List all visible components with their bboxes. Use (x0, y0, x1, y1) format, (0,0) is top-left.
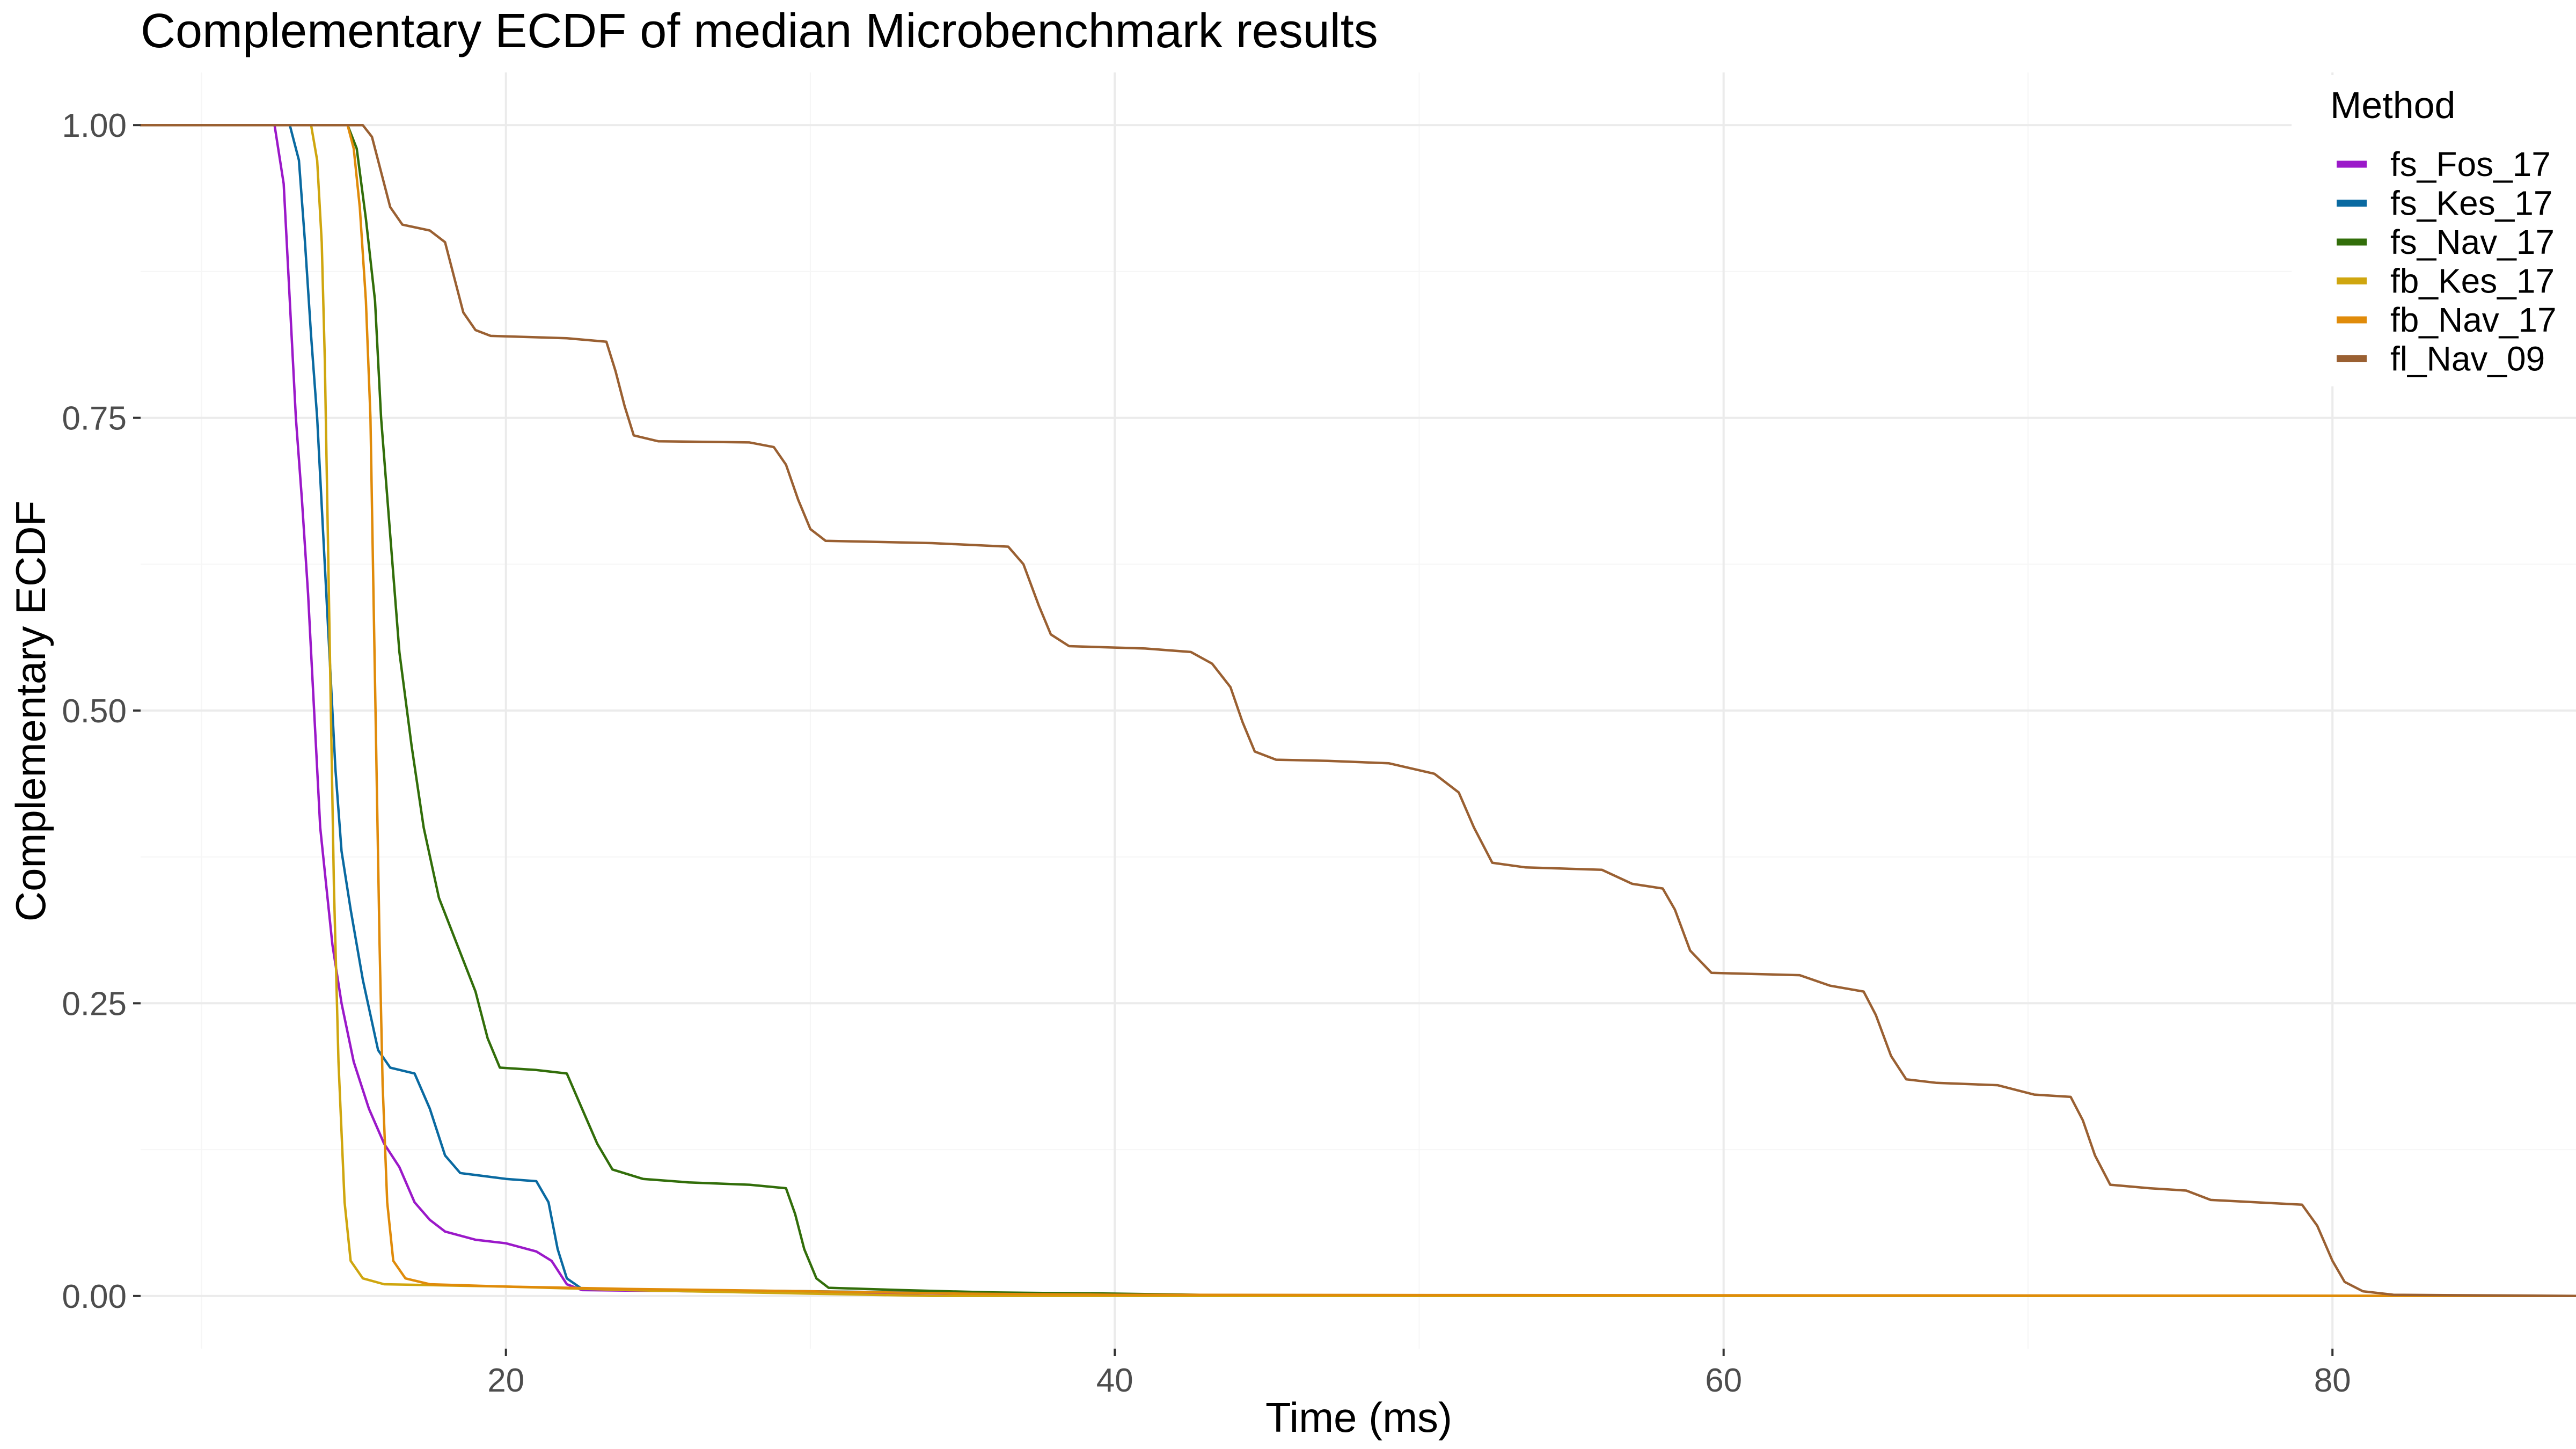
legend-label: fs_Kes_17 (2390, 184, 2552, 223)
y-axis: 0.00 0.25 0.50 0.75 1.00 (62, 107, 141, 1315)
series-line-fb-nav-17 (139, 123, 2576, 1298)
legend-label: fs_Nav_17 (2390, 223, 2555, 261)
series-line-fb-kes-17 (139, 123, 2576, 1298)
y-axis-title: Complementary ECDF (7, 501, 54, 922)
x-axis-title: Time (ms) (1265, 1394, 1452, 1441)
x-tick-label: 80 (2314, 1362, 2351, 1399)
series-line-fl-nav-09 (139, 123, 2576, 1298)
y-tick-label: 0.75 (62, 400, 127, 437)
legend: Method fs_Fos_17fs_Kes_17fs_Nav_17fb_Kes… (2292, 75, 2576, 386)
legend-label: fb_Kes_17 (2390, 262, 2555, 301)
legend-label: fs_Fos_17 (2390, 145, 2551, 184)
y-tick-label: 0.50 (62, 693, 127, 730)
x-tick-label: 40 (1096, 1362, 1133, 1399)
series-line-fs-kes-17 (139, 123, 2576, 1298)
series-lines (139, 123, 2576, 1298)
x-tick-label: 60 (1705, 1362, 1742, 1399)
y-tick-label: 1.00 (62, 107, 127, 144)
legend-label: fb_Nav_17 (2390, 301, 2557, 339)
y-tick-label: 0.25 (62, 985, 127, 1022)
legend-label: fl_Nav_09 (2390, 340, 2545, 378)
legend-background (2292, 75, 2576, 386)
y-tick-label: 0.00 (62, 1278, 127, 1315)
legend-title: Method (2330, 84, 2455, 126)
chart-title: Complementary ECDF of median Microbenchm… (141, 4, 1378, 58)
x-axis: 20 40 60 80 (487, 1349, 2351, 1399)
x-tick-label: 20 (487, 1362, 524, 1399)
grid (141, 72, 2576, 1349)
series-line-fs-nav-17 (139, 123, 2576, 1298)
